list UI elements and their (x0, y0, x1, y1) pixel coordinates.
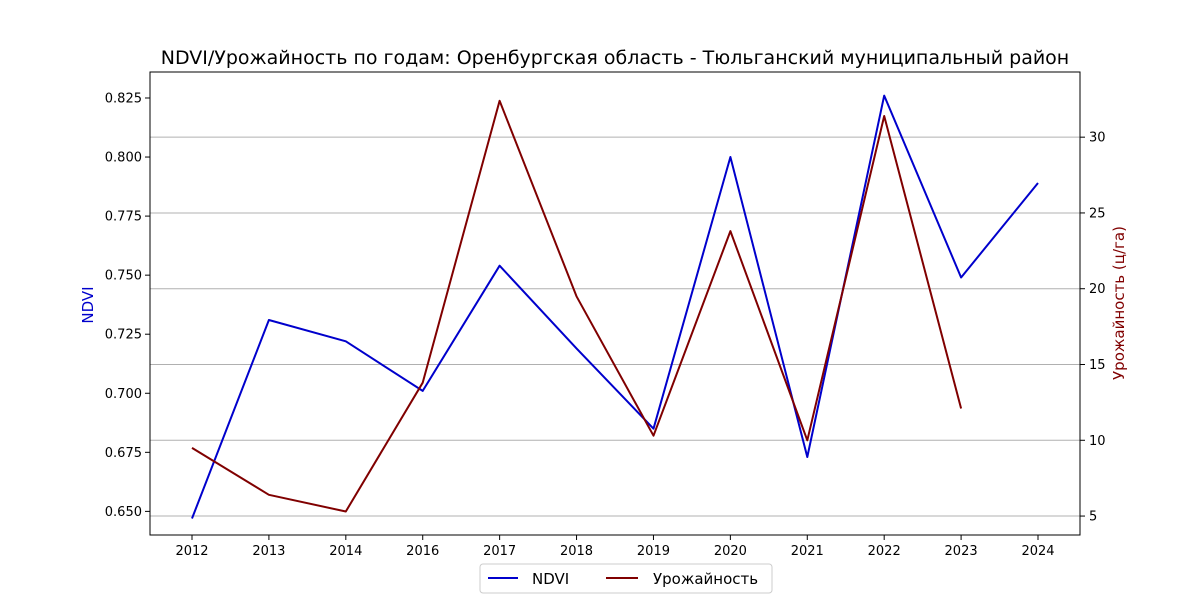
legend: NDVI Урожайность (479, 563, 773, 594)
x-tick-label: 2017 (483, 544, 516, 559)
legend-ndvi-label: NDVI (532, 570, 569, 588)
left-tick-label: 0.650 (105, 505, 142, 520)
left-tick-label: 0.675 (105, 446, 142, 461)
right-tick-label: 15 (1089, 358, 1106, 373)
right-tick-label: 25 (1089, 206, 1106, 221)
x-tick-label: 2023 (945, 544, 978, 559)
x-tick-label: 2012 (175, 544, 208, 559)
left-axis-label: NDVI (79, 286, 97, 323)
right-axis-label: Урожайность (ц/га) (1110, 226, 1128, 380)
legend-yield-label: Урожайность (653, 570, 758, 588)
x-tick-label: 2019 (637, 544, 670, 559)
plot-frame (149, 71, 1081, 536)
left-tick-label: 0.725 (105, 328, 142, 343)
left-tick-label: 0.775 (105, 210, 142, 225)
x-tick-label: 2016 (406, 544, 439, 559)
right-y-axis: 5 10 15 20 25 30 (1080, 131, 1106, 525)
x-tick-label: 2020 (714, 544, 747, 559)
x-tick-label: 2021 (791, 544, 824, 559)
right-tick-label: 5 (1089, 510, 1097, 525)
x-tick-label: 2024 (1021, 544, 1054, 559)
right-tick-label: 20 (1089, 282, 1106, 297)
x-tick-label: 2022 (868, 544, 901, 559)
series-layer (191, 94, 1039, 519)
left-y-axis: 0.650 0.675 0.700 0.725 0.750 0.775 0.800 0.825 (105, 91, 150, 520)
left-tick-label: 0.825 (105, 91, 142, 106)
x-axis: 2012 2013 2014 2016 2017 2018 2019 2020 2021 2022… (175, 535, 1055, 559)
right-tick-label: 10 (1089, 434, 1106, 449)
chart-title: NDVI/Урожайность по годам: Оренбургская … (161, 47, 1069, 69)
x-tick-label: 2014 (329, 544, 362, 559)
left-tick-label: 0.750 (105, 269, 142, 284)
ndvi-series-line (191, 94, 1039, 519)
left-tick-label: 0.700 (105, 387, 142, 402)
left-tick-label: 0.800 (105, 151, 142, 166)
yield-series-line (191, 99, 963, 513)
x-tick-label: 2018 (560, 544, 593, 559)
x-tick-label: 2013 (252, 544, 285, 559)
right-tick-label: 30 (1089, 131, 1106, 146)
